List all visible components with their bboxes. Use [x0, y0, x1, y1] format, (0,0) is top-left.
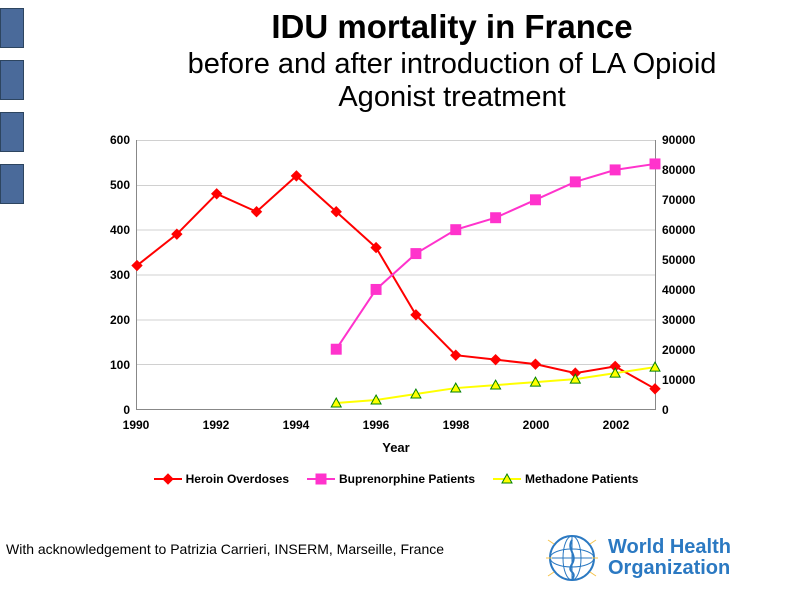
series-marker-heroin — [650, 384, 660, 394]
y-left-tick: 200 — [80, 313, 130, 327]
acknowledgement-text: With acknowledgement to Patrizia Carrier… — [6, 541, 444, 557]
title-sub: before and after introduction of LA Opio… — [140, 48, 764, 115]
legend-item-methadone: Methadone Patients — [493, 472, 638, 486]
who-text: World Health Organization — [608, 537, 731, 579]
series-marker-bupren — [650, 159, 660, 169]
y-left-tick: 600 — [80, 133, 130, 147]
x-tick: 1992 — [203, 418, 230, 432]
chart-svg — [137, 140, 655, 409]
who-line1: World Health — [608, 537, 731, 558]
legend-item-heroin: Heroin Overdoses — [154, 472, 289, 486]
series-marker-bupren — [570, 177, 580, 187]
x-axis: 1990199219941996199820002002 — [136, 418, 656, 438]
y-right-tick: 10000 — [662, 373, 718, 387]
series-marker-bupren — [530, 195, 540, 205]
legend-label: Heroin Overdoses — [186, 472, 289, 486]
y-right-tick: 30000 — [662, 313, 718, 327]
y-left-tick: 0 — [80, 403, 130, 417]
series-marker-methadone — [650, 362, 660, 371]
y-left-tick: 400 — [80, 223, 130, 237]
chart-legend: Heroin Overdoses Buprenorphine Patients Me… — [136, 472, 656, 486]
sidebar-accent — [0, 8, 24, 48]
series-line-heroin — [137, 176, 655, 389]
y-left-tick: 500 — [80, 178, 130, 192]
y-right-tick: 0 — [662, 403, 718, 417]
who-line2: Organization — [608, 558, 731, 579]
title-block: IDU mortality in France before and after… — [140, 8, 764, 115]
plot-area — [136, 140, 656, 410]
x-tick: 1996 — [363, 418, 390, 432]
title-main: IDU mortality in France — [140, 8, 764, 46]
x-tick: 2002 — [603, 418, 630, 432]
series-marker-bupren — [371, 284, 381, 294]
sidebar-accent — [0, 164, 24, 204]
x-tick: 1998 — [443, 418, 470, 432]
y-left-axis: 0100200300400500600 — [80, 140, 130, 410]
legend-label: Methadone Patients — [525, 472, 638, 486]
y-right-tick: 40000 — [662, 283, 718, 297]
series-marker-bupren — [411, 249, 421, 259]
x-tick: 2000 — [523, 418, 550, 432]
y-right-tick: 70000 — [662, 193, 718, 207]
y-left-tick: 100 — [80, 358, 130, 372]
series-marker-bupren — [610, 165, 620, 175]
sidebar-accent — [0, 60, 24, 100]
legend-label: Buprenorphine Patients — [339, 472, 475, 486]
sidebar-accent — [0, 112, 24, 152]
legend-item-bupren: Buprenorphine Patients — [307, 472, 475, 486]
series-marker-bupren — [491, 213, 501, 223]
y-left-tick: 300 — [80, 268, 130, 282]
legend-swatch-icon — [154, 472, 182, 486]
legend-swatch-icon — [307, 472, 335, 486]
y-right-tick: 80000 — [662, 163, 718, 177]
x-axis-title: Year — [136, 440, 656, 455]
x-tick: 1990 — [123, 418, 150, 432]
who-emblem-icon — [544, 530, 600, 586]
x-tick: 1994 — [283, 418, 310, 432]
who-logo: World Health Organization — [544, 527, 784, 589]
series-marker-heroin — [530, 359, 540, 369]
series-line-bupren — [336, 164, 655, 349]
y-right-tick: 50000 — [662, 253, 718, 267]
y-right-tick: 90000 — [662, 133, 718, 147]
y-right-tick: 60000 — [662, 223, 718, 237]
mortality-chart: 0100200300400500600 01000020000300004000… — [80, 140, 720, 500]
legend-swatch-icon — [493, 472, 521, 486]
series-marker-bupren — [331, 344, 341, 354]
y-right-tick: 20000 — [662, 343, 718, 357]
series-marker-bupren — [451, 225, 461, 235]
y-right-axis: 0100002000030000400005000060000700008000… — [662, 140, 718, 410]
series-marker-heroin — [491, 355, 501, 365]
